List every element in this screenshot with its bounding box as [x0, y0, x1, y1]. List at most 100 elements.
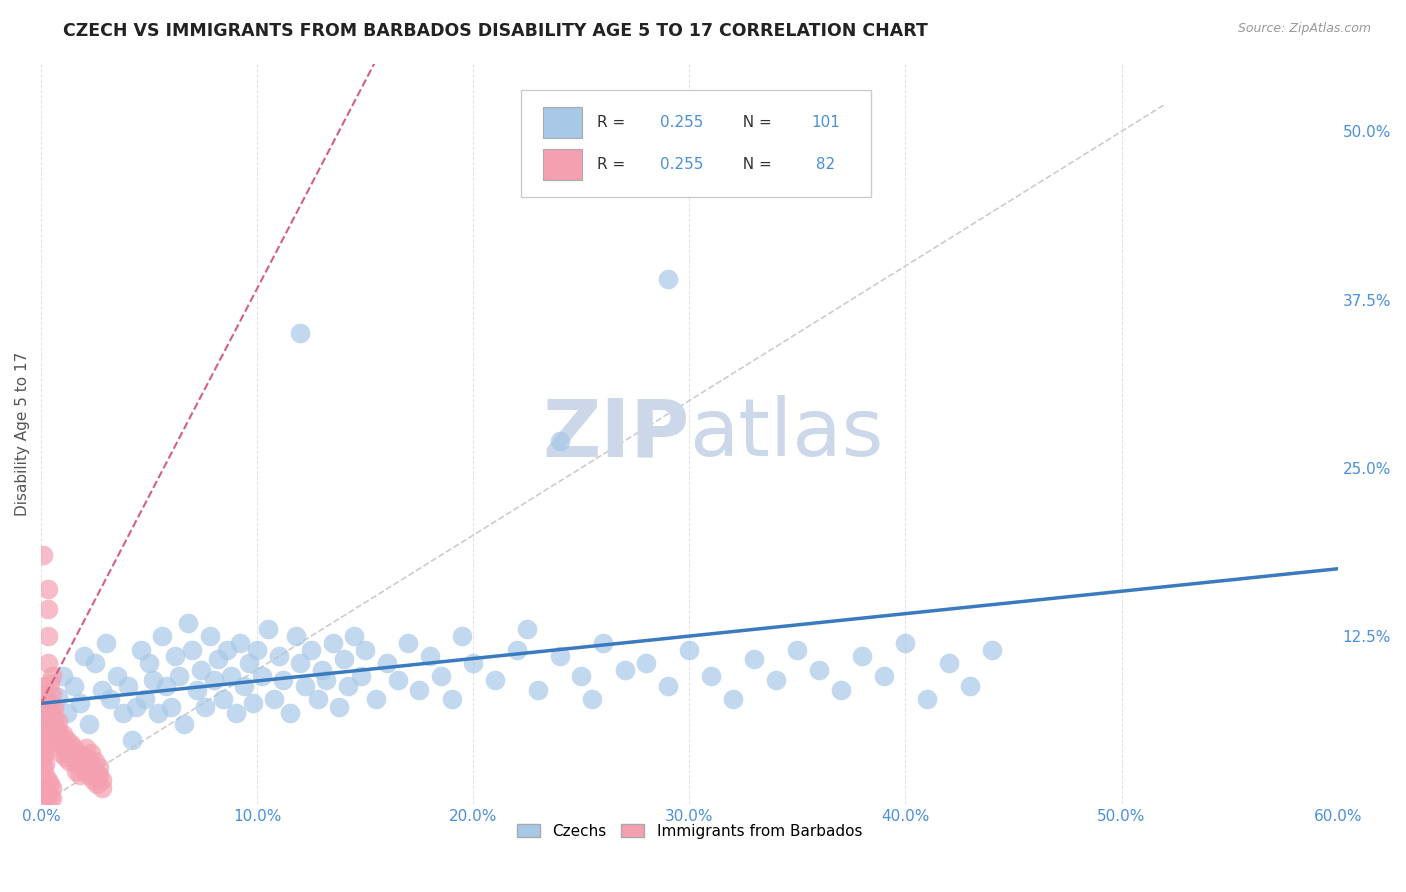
- Point: [980, 642, 1002, 657]
- Point: [56, 706, 79, 720]
- Point: [194, 700, 217, 714]
- Point: [58, 746, 80, 760]
- Point: [32, 750, 55, 764]
- Point: [207, 652, 229, 666]
- Point: [765, 673, 787, 688]
- Point: [257, 623, 280, 637]
- Point: [211, 692, 233, 706]
- Point: [82, 773, 104, 788]
- Point: [375, 656, 398, 670]
- Point: [105, 669, 128, 683]
- Point: [94, 636, 117, 650]
- Point: [86, 768, 108, 782]
- Y-axis label: Disability Age 5 to 17: Disability Age 5 to 17: [15, 352, 30, 516]
- Point: [548, 649, 571, 664]
- Point: [328, 700, 350, 714]
- Point: [48, 714, 70, 728]
- Point: [60, 737, 83, 751]
- Text: N =: N =: [734, 115, 778, 130]
- Point: [89, 759, 111, 773]
- Text: atlas: atlas: [689, 395, 884, 473]
- Point: [53, 743, 76, 757]
- Point: [34, 700, 56, 714]
- Text: Source: ZipAtlas.com: Source: ZipAtlas.com: [1237, 22, 1371, 36]
- Point: [873, 669, 896, 683]
- Point: [786, 642, 808, 657]
- Point: [42, 700, 65, 714]
- Point: [290, 656, 312, 670]
- Point: [34, 756, 56, 771]
- Point: [32, 679, 55, 693]
- Point: [45, 723, 67, 738]
- Point: [484, 673, 506, 688]
- Point: [80, 756, 103, 771]
- Point: [73, 754, 96, 768]
- Text: 101: 101: [811, 115, 841, 130]
- Point: [233, 679, 256, 693]
- Point: [41, 781, 63, 796]
- Point: [48, 690, 70, 704]
- Point: [267, 649, 290, 664]
- Point: [742, 652, 765, 666]
- Point: [32, 697, 55, 711]
- Point: [42, 719, 65, 733]
- Point: [613, 663, 636, 677]
- Point: [112, 706, 135, 720]
- Point: [76, 750, 98, 764]
- Bar: [543, 107, 582, 138]
- FancyBboxPatch shape: [520, 90, 870, 197]
- Point: [38, 777, 60, 791]
- Point: [134, 692, 156, 706]
- Legend: Czechs, Immigrants from Barbados: Czechs, Immigrants from Barbados: [510, 817, 868, 845]
- Point: [86, 777, 108, 791]
- Point: [242, 697, 264, 711]
- Point: [142, 673, 165, 688]
- Point: [52, 727, 75, 741]
- Point: [294, 679, 316, 693]
- Point: [34, 714, 56, 728]
- Point: [84, 656, 107, 670]
- Point: [38, 676, 60, 690]
- Point: [190, 663, 212, 677]
- Point: [463, 656, 485, 670]
- Point: [307, 692, 329, 706]
- Point: [315, 673, 337, 688]
- Point: [527, 682, 550, 697]
- Point: [959, 679, 981, 693]
- Point: [52, 737, 75, 751]
- Point: [186, 682, 208, 697]
- Point: [84, 754, 107, 768]
- Point: [250, 669, 273, 683]
- Point: [82, 764, 104, 778]
- Point: [700, 669, 723, 683]
- Point: [65, 764, 87, 778]
- Point: [73, 764, 96, 778]
- Point: [89, 768, 111, 782]
- Text: ZIP: ZIP: [543, 395, 689, 473]
- Point: [60, 746, 83, 760]
- Point: [48, 723, 70, 738]
- Point: [548, 434, 571, 448]
- Point: [34, 727, 56, 741]
- Point: [398, 636, 420, 650]
- Point: [49, 737, 72, 751]
- Bar: [543, 149, 582, 180]
- Point: [38, 790, 60, 805]
- Point: [343, 629, 366, 643]
- Point: [159, 700, 181, 714]
- Point: [77, 759, 100, 773]
- Point: [73, 649, 96, 664]
- Point: [311, 663, 333, 677]
- Point: [34, 746, 56, 760]
- Point: [290, 326, 312, 341]
- Point: [56, 740, 79, 755]
- Point: [505, 642, 527, 657]
- Point: [165, 649, 187, 664]
- Point: [285, 629, 308, 643]
- Point: [32, 719, 55, 733]
- Point: [37, 582, 59, 596]
- Point: [65, 756, 87, 771]
- Point: [32, 730, 55, 744]
- Text: R =: R =: [598, 115, 630, 130]
- Point: [354, 642, 377, 657]
